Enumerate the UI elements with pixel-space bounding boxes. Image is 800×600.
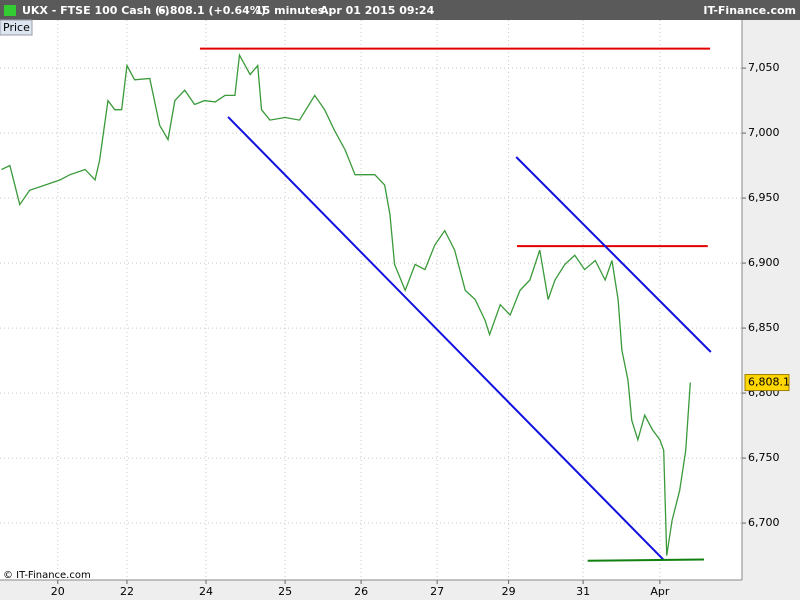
y-tick-label: 7,050 <box>748 61 780 74</box>
y-axis-panel <box>742 20 800 600</box>
trend-line <box>587 558 704 562</box>
x-tick-label: 22 <box>120 585 134 598</box>
x-tick-label: 27 <box>430 585 444 598</box>
last-price-box <box>744 374 790 392</box>
price-text: 6,808.1 (+0.64%) <box>158 4 266 17</box>
y-tick-label: 7,000 <box>748 126 780 139</box>
plot: 6,7006,7506,8006,8506,9006,9507,0007,050… <box>0 20 790 598</box>
interval: 15 minutes <box>255 4 325 17</box>
header: UKX - FTSE 100 Cash (-) 6,808.1 (+0.64%)… <box>0 0 800 20</box>
x-tick-label: 25 <box>278 585 292 598</box>
price-line <box>1 52 691 556</box>
header-icon <box>4 5 16 16</box>
title: UKX - FTSE 100 Cash (-) <box>22 4 170 17</box>
trend-line <box>227 116 665 561</box>
legend-box <box>0 19 33 36</box>
x-tick-label: 20 <box>51 585 65 598</box>
y-tick-label: 6,750 <box>748 451 780 464</box>
brand: IT-Finance.com <box>703 4 796 17</box>
x-tick-label: Apr <box>650 585 670 598</box>
datetime: Apr 01 2015 09:24 <box>320 4 435 17</box>
trend-line <box>515 156 712 353</box>
x-tick-label: 26 <box>354 585 368 598</box>
header-bar <box>0 0 800 20</box>
y-tick-label: 6,700 <box>748 516 780 529</box>
x-tick-label: 24 <box>199 585 213 598</box>
copyright: © IT-Finance.com <box>3 570 91 581</box>
x-tick-label: 31 <box>576 585 590 598</box>
y-tick-label: 6,900 <box>748 256 780 269</box>
x-axis-panel <box>0 580 742 600</box>
x-tick-label: 29 <box>502 585 516 598</box>
last-price-label: 6,808.1 <box>748 376 790 389</box>
y-tick-label: 6,850 <box>748 321 780 334</box>
legend-label: Price <box>3 21 30 34</box>
y-tick-label: 6,950 <box>748 191 780 204</box>
